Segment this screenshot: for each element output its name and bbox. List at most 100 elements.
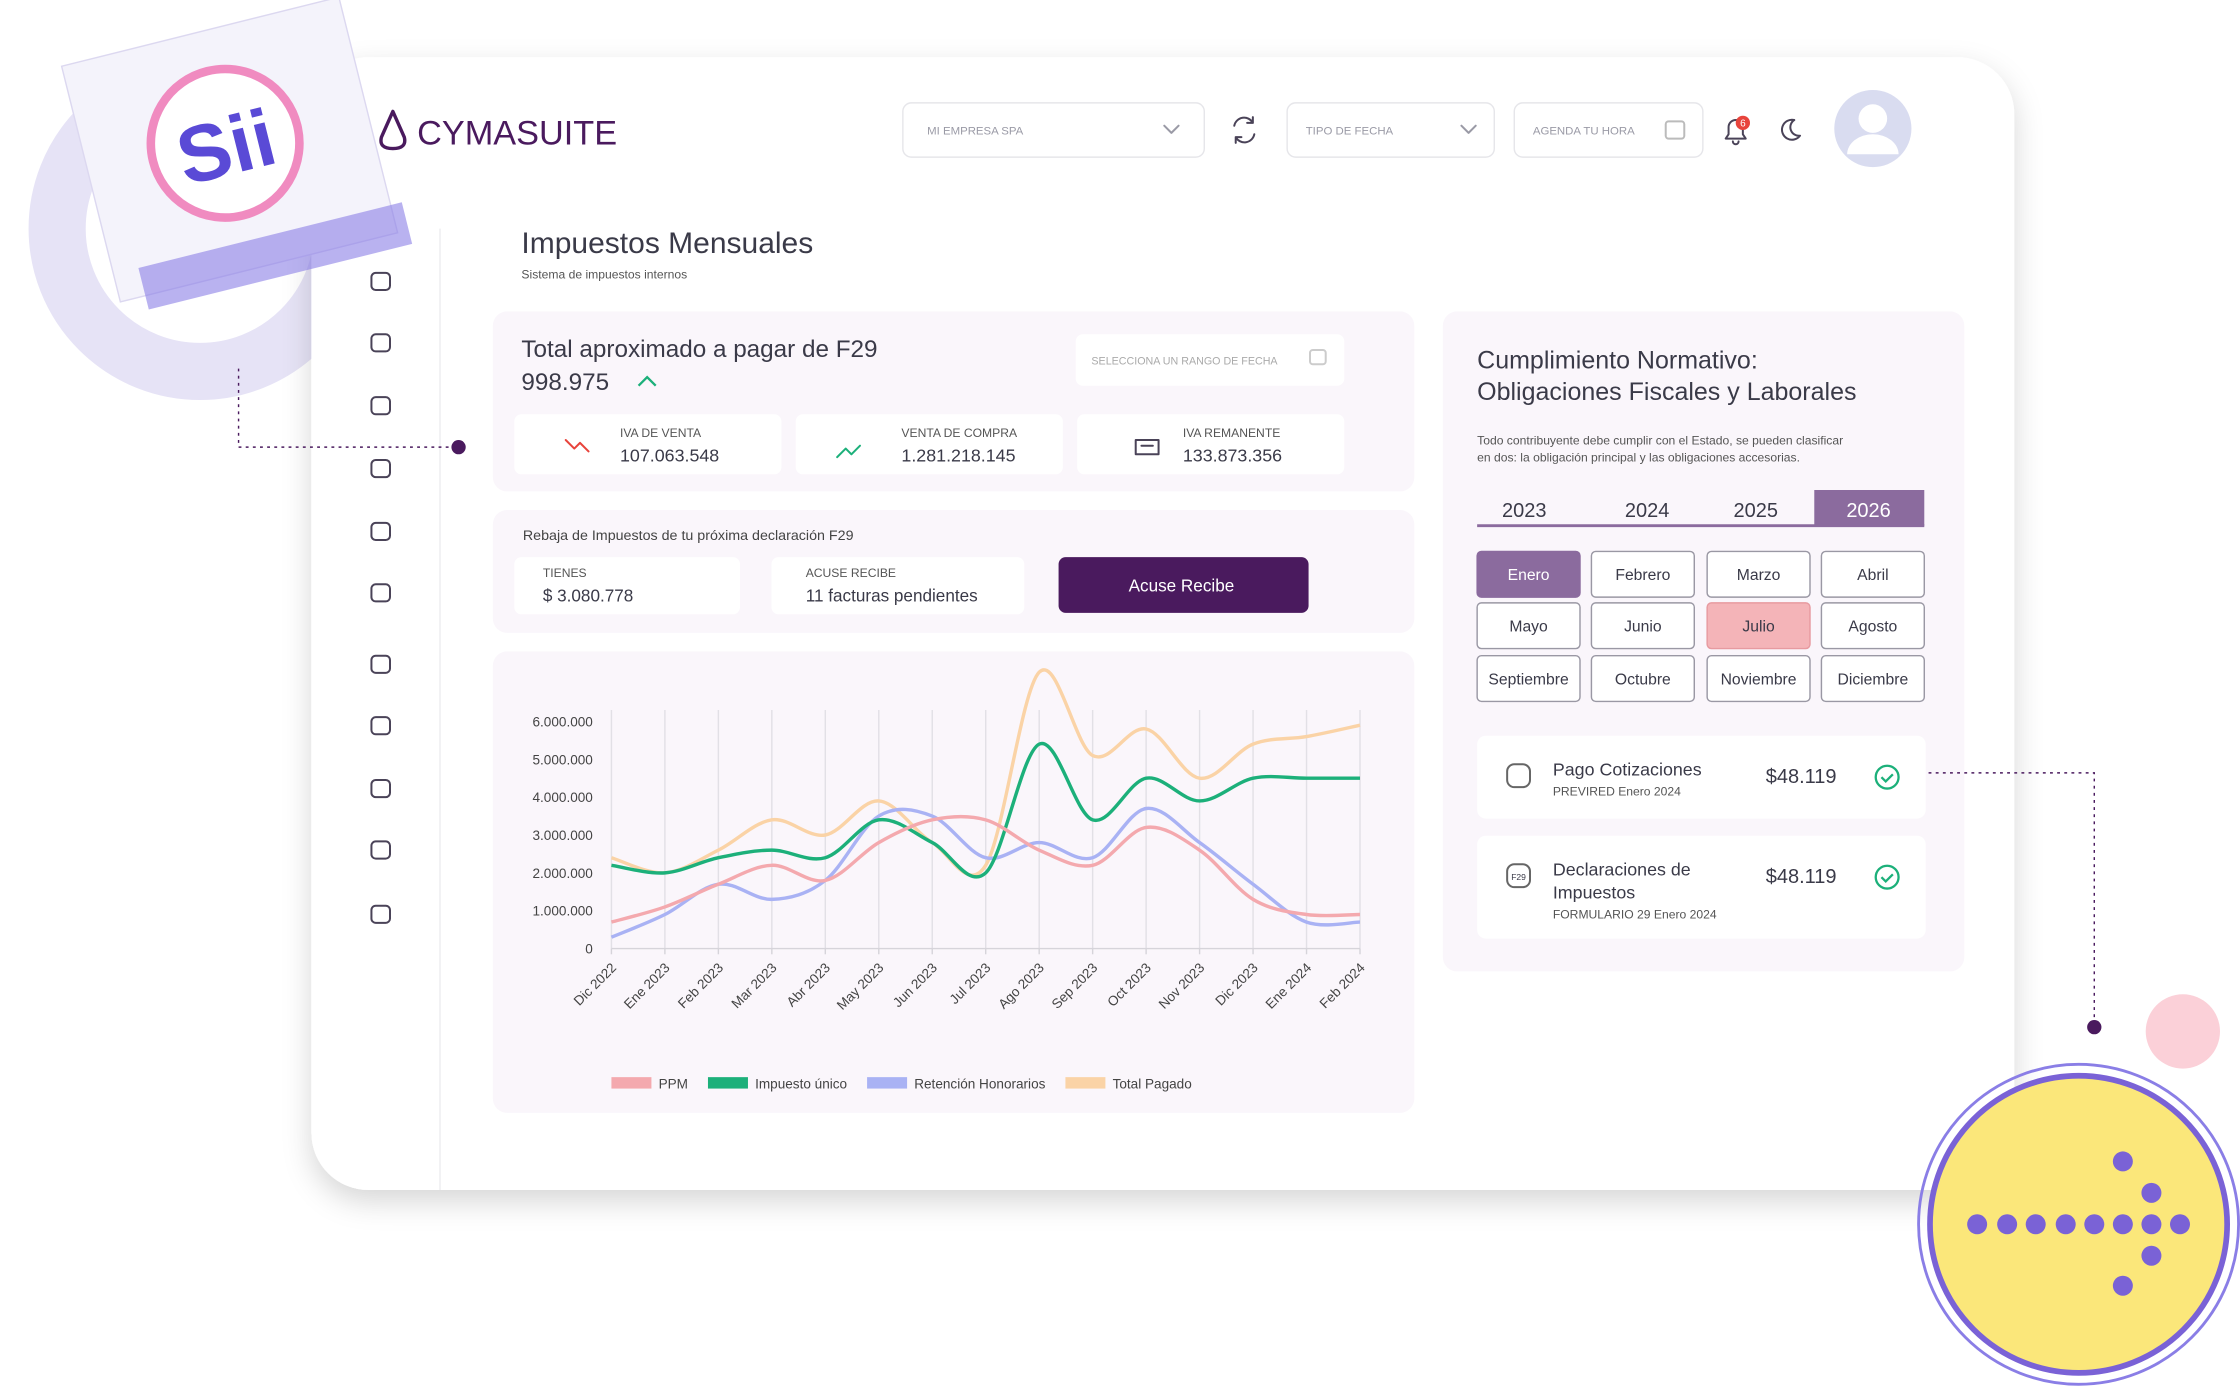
receipt-label: ACUSE RECIBE	[806, 566, 896, 580]
sidebar-item[interactable]	[370, 396, 391, 416]
obligation-subtitle: PREVIRED Enero 2024	[1553, 785, 1681, 799]
year-tab[interactable]: 2023	[1502, 500, 1547, 522]
y-tick-label: 3.000.000	[533, 828, 594, 843]
connector-dot	[451, 440, 466, 455]
calendar-icon	[1309, 349, 1327, 366]
decor-circle	[2145, 994, 2220, 1069]
month-label: Mayo	[1509, 618, 1548, 635]
legend-swatch	[1065, 1077, 1106, 1089]
year-tab[interactable]: 2026	[1814, 490, 1925, 526]
month-box	[1590, 655, 1695, 703]
sidebar-icon	[370, 459, 391, 479]
sidebar-item[interactable]	[370, 583, 391, 603]
legend-swatch	[707, 1077, 748, 1089]
avatar[interactable]	[1834, 90, 1912, 168]
month-button[interactable]: Noviembre	[1706, 655, 1811, 703]
month-label: Julio	[1742, 618, 1775, 635]
logo-mark	[379, 109, 407, 151]
month-button[interactable]: Octubre	[1590, 655, 1695, 703]
year-active	[1814, 490, 1925, 526]
avatar-body	[1847, 134, 1899, 155]
calendar-icon	[1664, 120, 1686, 140]
date-range-text: SELECCIONA UN RANGO DE FECHA	[1091, 355, 1278, 367]
card-icon	[1134, 439, 1160, 456]
agenda-input[interactable]: AGENDA TU HORA	[1513, 102, 1704, 158]
has-label: TIENES	[543, 566, 587, 580]
sidebar-icon	[370, 271, 391, 291]
legend-label: Retención Honorarios	[914, 1077, 1045, 1092]
obligation-title: Declaraciones de	[1553, 860, 1691, 880]
card-icon	[564, 439, 590, 453]
month-button[interactable]: Agosto	[1820, 602, 1925, 650]
month-box	[1706, 602, 1811, 650]
year-tab[interactable]: 2025	[1733, 500, 1778, 522]
legend-swatch	[611, 1077, 652, 1089]
month-button[interactable]: Febrero	[1590, 550, 1695, 598]
badge-count: 6	[1740, 118, 1746, 129]
month-box	[1476, 602, 1581, 650]
refresh-button[interactable]	[1233, 116, 1256, 144]
sidebar-item[interactable]	[370, 521, 391, 541]
y-tick-label: 5.000.000	[533, 752, 594, 767]
page-title: Impuestos Mensuales	[521, 227, 813, 260]
compliance-title: Obligaciones Fiscales y Laborales	[1477, 378, 1856, 406]
button-bg	[1058, 557, 1309, 613]
month-box	[1820, 550, 1925, 598]
y-tick-label: 1.000.000	[533, 904, 594, 919]
year-tab[interactable]: 2024	[1625, 500, 1670, 522]
badge-circle	[146, 64, 304, 222]
month-button[interactable]: Diciembre	[1820, 655, 1925, 703]
legend-label: Impuesto único	[755, 1077, 847, 1092]
month-box	[1820, 602, 1925, 650]
acuse-button[interactable]: Acuse Recibe	[1058, 557, 1309, 613]
sidebar-icon	[370, 333, 391, 353]
obligation-title: Pago Cotizaciones	[1553, 760, 1702, 780]
card-label: IVA REMANENTE	[1183, 426, 1280, 440]
month-button[interactable]: Mayo	[1476, 602, 1581, 650]
month-button[interactable]: Julio	[1706, 602, 1811, 650]
trend-up	[637, 375, 657, 387]
date-range[interactable]: SELECCIONA UN RANGO DE FECHA	[1075, 334, 1345, 386]
month-box	[1590, 602, 1695, 650]
obligation-card[interactable]: F29 Declaraciones de Impuestos FORMULARIO 2…	[1477, 835, 1926, 939]
sidebar-item[interactable]	[370, 271, 391, 291]
y-tick-label: 0	[585, 942, 593, 957]
card-value: 133.873.356	[1183, 445, 1282, 465]
month-button[interactable]: Septiembre	[1476, 655, 1581, 703]
month-label: Diciembre	[1838, 671, 1909, 688]
sidebar-item[interactable]	[370, 333, 391, 353]
month-button[interactable]: Marzo	[1706, 550, 1811, 598]
sidebar-item[interactable]	[370, 459, 391, 479]
series-line	[610, 814, 1361, 924]
sidebar-icon	[370, 840, 391, 860]
check-mark	[1880, 873, 1894, 884]
sidebar-icon	[370, 654, 391, 674]
date-type-select[interactable]: TIPO DE FECHA	[1286, 102, 1495, 158]
card-icon	[836, 444, 861, 459]
obligation-icon	[1506, 863, 1531, 889]
notifications[interactable]: 6	[1724, 115, 1750, 146]
summary-total: 998.975	[521, 369, 609, 396]
rebate-title: Rebaja de Impuestos de tu próxima declar…	[523, 528, 854, 544]
input-box	[1513, 102, 1704, 158]
series-line	[610, 668, 1361, 877]
sidebar-item[interactable]	[370, 716, 391, 736]
month-button[interactable]: Abril	[1820, 550, 1925, 598]
sidebar-item[interactable]	[370, 840, 391, 860]
theme-toggle[interactable]	[1780, 118, 1801, 141]
month-button[interactable]: Enero	[1476, 550, 1581, 598]
month-button[interactable]: Junio	[1590, 602, 1695, 650]
company-select[interactable]: MI EMPRESA SPA	[902, 102, 1205, 158]
sidebar-item[interactable]	[370, 654, 391, 674]
compliance-description: Todo contribuyente debe cumplir con el E…	[1477, 433, 1843, 447]
obligation-amount: $48.119	[1766, 866, 1837, 888]
sidebar-item[interactable]	[370, 904, 391, 924]
card-label: IVA DE VENTA	[620, 426, 702, 440]
arrow-dots	[1967, 1151, 2190, 1296]
obligation-card[interactable]: Pago Cotizaciones PREVIRED Enero 2024 $48.…	[1477, 735, 1926, 819]
sidebar-item[interactable]	[370, 779, 391, 799]
obligation-title: Impuestos	[1553, 883, 1635, 903]
month-box	[1590, 550, 1695, 598]
decor-ring	[1917, 1062, 2240, 1386]
